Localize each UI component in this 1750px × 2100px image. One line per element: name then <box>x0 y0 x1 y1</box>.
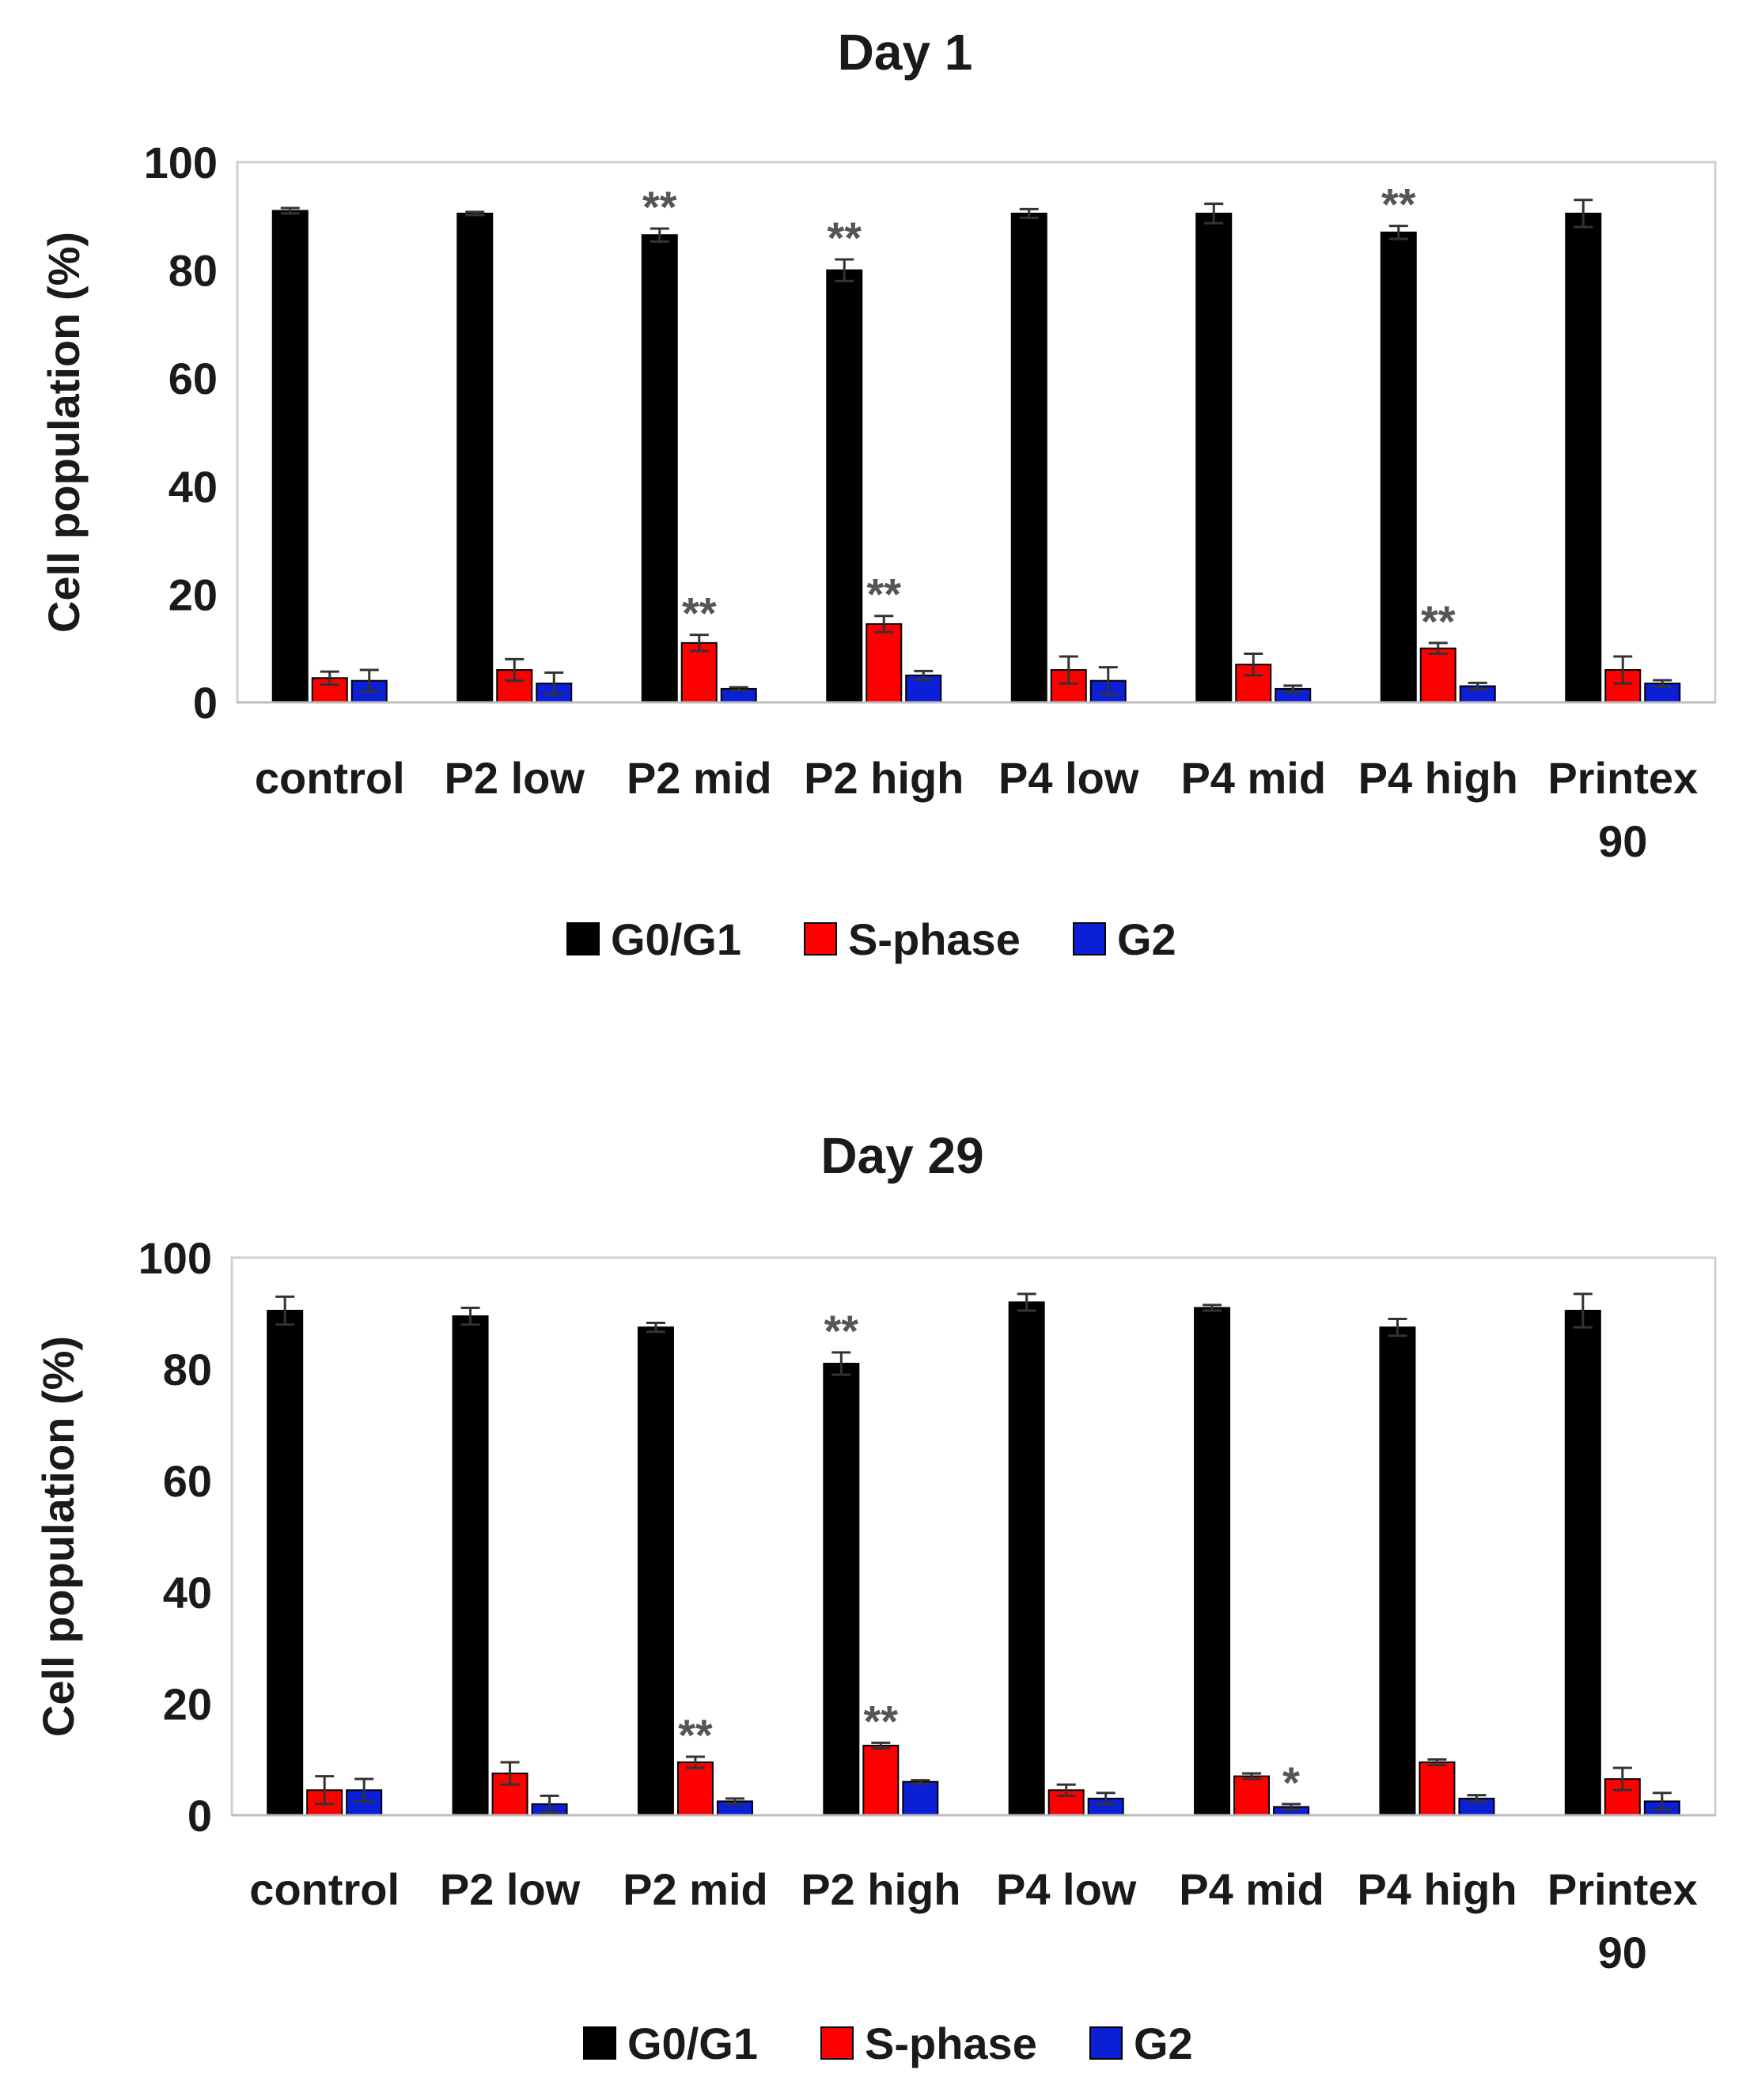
significance-marker: * <box>1282 1758 1300 1807</box>
bar <box>866 622 903 704</box>
x-category-label: P4 low <box>998 753 1139 803</box>
bar <box>823 1362 860 1816</box>
x-category-label: P2 high <box>804 753 964 803</box>
x-category-label: P2 mid <box>623 1864 768 1914</box>
bar <box>267 1309 304 1816</box>
legend-swatch <box>566 922 600 955</box>
y-tick-label: 20 <box>169 569 218 619</box>
y-tick-label: 40 <box>169 462 218 512</box>
x-category-label: P4 mid <box>1179 1864 1324 1914</box>
bar <box>1419 1761 1456 1816</box>
y-tick-label: 60 <box>169 354 218 403</box>
y-axis-label: Cell population (%) <box>39 232 89 633</box>
x-category-label: Printex <box>1547 753 1698 803</box>
y-tick-label: 80 <box>163 1345 212 1394</box>
y-axis-label: Cell population (%) <box>33 1336 83 1737</box>
significance-marker: ** <box>1421 596 1456 646</box>
x-category-label: 90 <box>1598 1928 1647 1977</box>
bar <box>1379 1326 1416 1816</box>
bar <box>826 269 863 704</box>
y-tick-label: 60 <box>163 1456 212 1506</box>
bar <box>637 1326 674 1816</box>
x-category-label: P4 low <box>996 1864 1137 1914</box>
y-tick-label: 0 <box>193 678 218 728</box>
x-category-label: Printex <box>1547 1864 1698 1914</box>
x-category-label: P2 mid <box>627 753 772 803</box>
bar <box>1419 647 1456 704</box>
legend-swatch <box>583 2026 616 2060</box>
legend-label: G2 <box>1134 2019 1193 2068</box>
significance-marker: ** <box>866 569 901 619</box>
bar <box>680 641 718 703</box>
y-tick-label: 40 <box>163 1568 212 1618</box>
x-category-label: P4 mid <box>1180 753 1326 803</box>
legend-label: G0/G1 <box>627 2019 758 2068</box>
chart-title: Day 1 <box>838 24 973 81</box>
x-category-label: 90 <box>1598 816 1647 866</box>
bar <box>452 1315 489 1816</box>
bar <box>676 1761 714 1816</box>
chart-title: Day 29 <box>820 1127 983 1184</box>
y-tick-label: 0 <box>188 1791 212 1841</box>
x-category-label: control <box>249 1864 400 1914</box>
significance-marker: ** <box>824 1306 859 1356</box>
x-category-label: P2 low <box>445 753 585 803</box>
legend-swatch <box>1073 922 1106 955</box>
bar <box>1233 1775 1271 1816</box>
bar <box>1008 1301 1045 1816</box>
bar <box>271 210 309 704</box>
chart-day-1: Day 1 0 20 40 60 80 100 Cell population (%) ** **… <box>39 24 1717 964</box>
legend-label: S-phase <box>848 914 1021 964</box>
x-category-label: P4 high <box>1357 1864 1517 1914</box>
x-category-label: P4 high <box>1358 753 1518 803</box>
y-tick-label: 80 <box>169 246 218 296</box>
significance-marker: ** <box>827 213 862 263</box>
bar <box>1564 1309 1601 1816</box>
bar <box>1604 1778 1641 1817</box>
bar <box>1195 212 1233 703</box>
significance-marker: ** <box>642 182 677 232</box>
significance-marker: ** <box>678 1710 713 1760</box>
y-tick-label: 100 <box>138 1233 212 1283</box>
bar <box>456 212 494 703</box>
legend-swatch <box>1089 2026 1123 2060</box>
x-category-label: control <box>255 753 405 803</box>
legend-swatch <box>804 922 837 955</box>
legend-label: G0/G1 <box>611 914 741 964</box>
bar <box>1565 212 1602 703</box>
bar <box>862 1744 900 1816</box>
significance-marker: ** <box>682 588 717 638</box>
bar <box>1010 212 1047 703</box>
legend-label: S-phase <box>865 2019 1037 2068</box>
bar <box>1380 231 1417 704</box>
significance-marker: ** <box>1381 180 1416 229</box>
bar <box>1194 1307 1231 1816</box>
y-tick-label: 100 <box>144 138 218 187</box>
bar <box>641 234 678 703</box>
x-category-label: P2 high <box>801 1864 960 1914</box>
significance-marker: ** <box>864 1696 899 1746</box>
bar <box>902 1780 939 1816</box>
x-category-label: P2 low <box>440 1864 581 1914</box>
y-tick-label: 20 <box>163 1679 212 1729</box>
legend-label: G2 <box>1117 914 1176 964</box>
legend-swatch <box>820 2026 854 2060</box>
